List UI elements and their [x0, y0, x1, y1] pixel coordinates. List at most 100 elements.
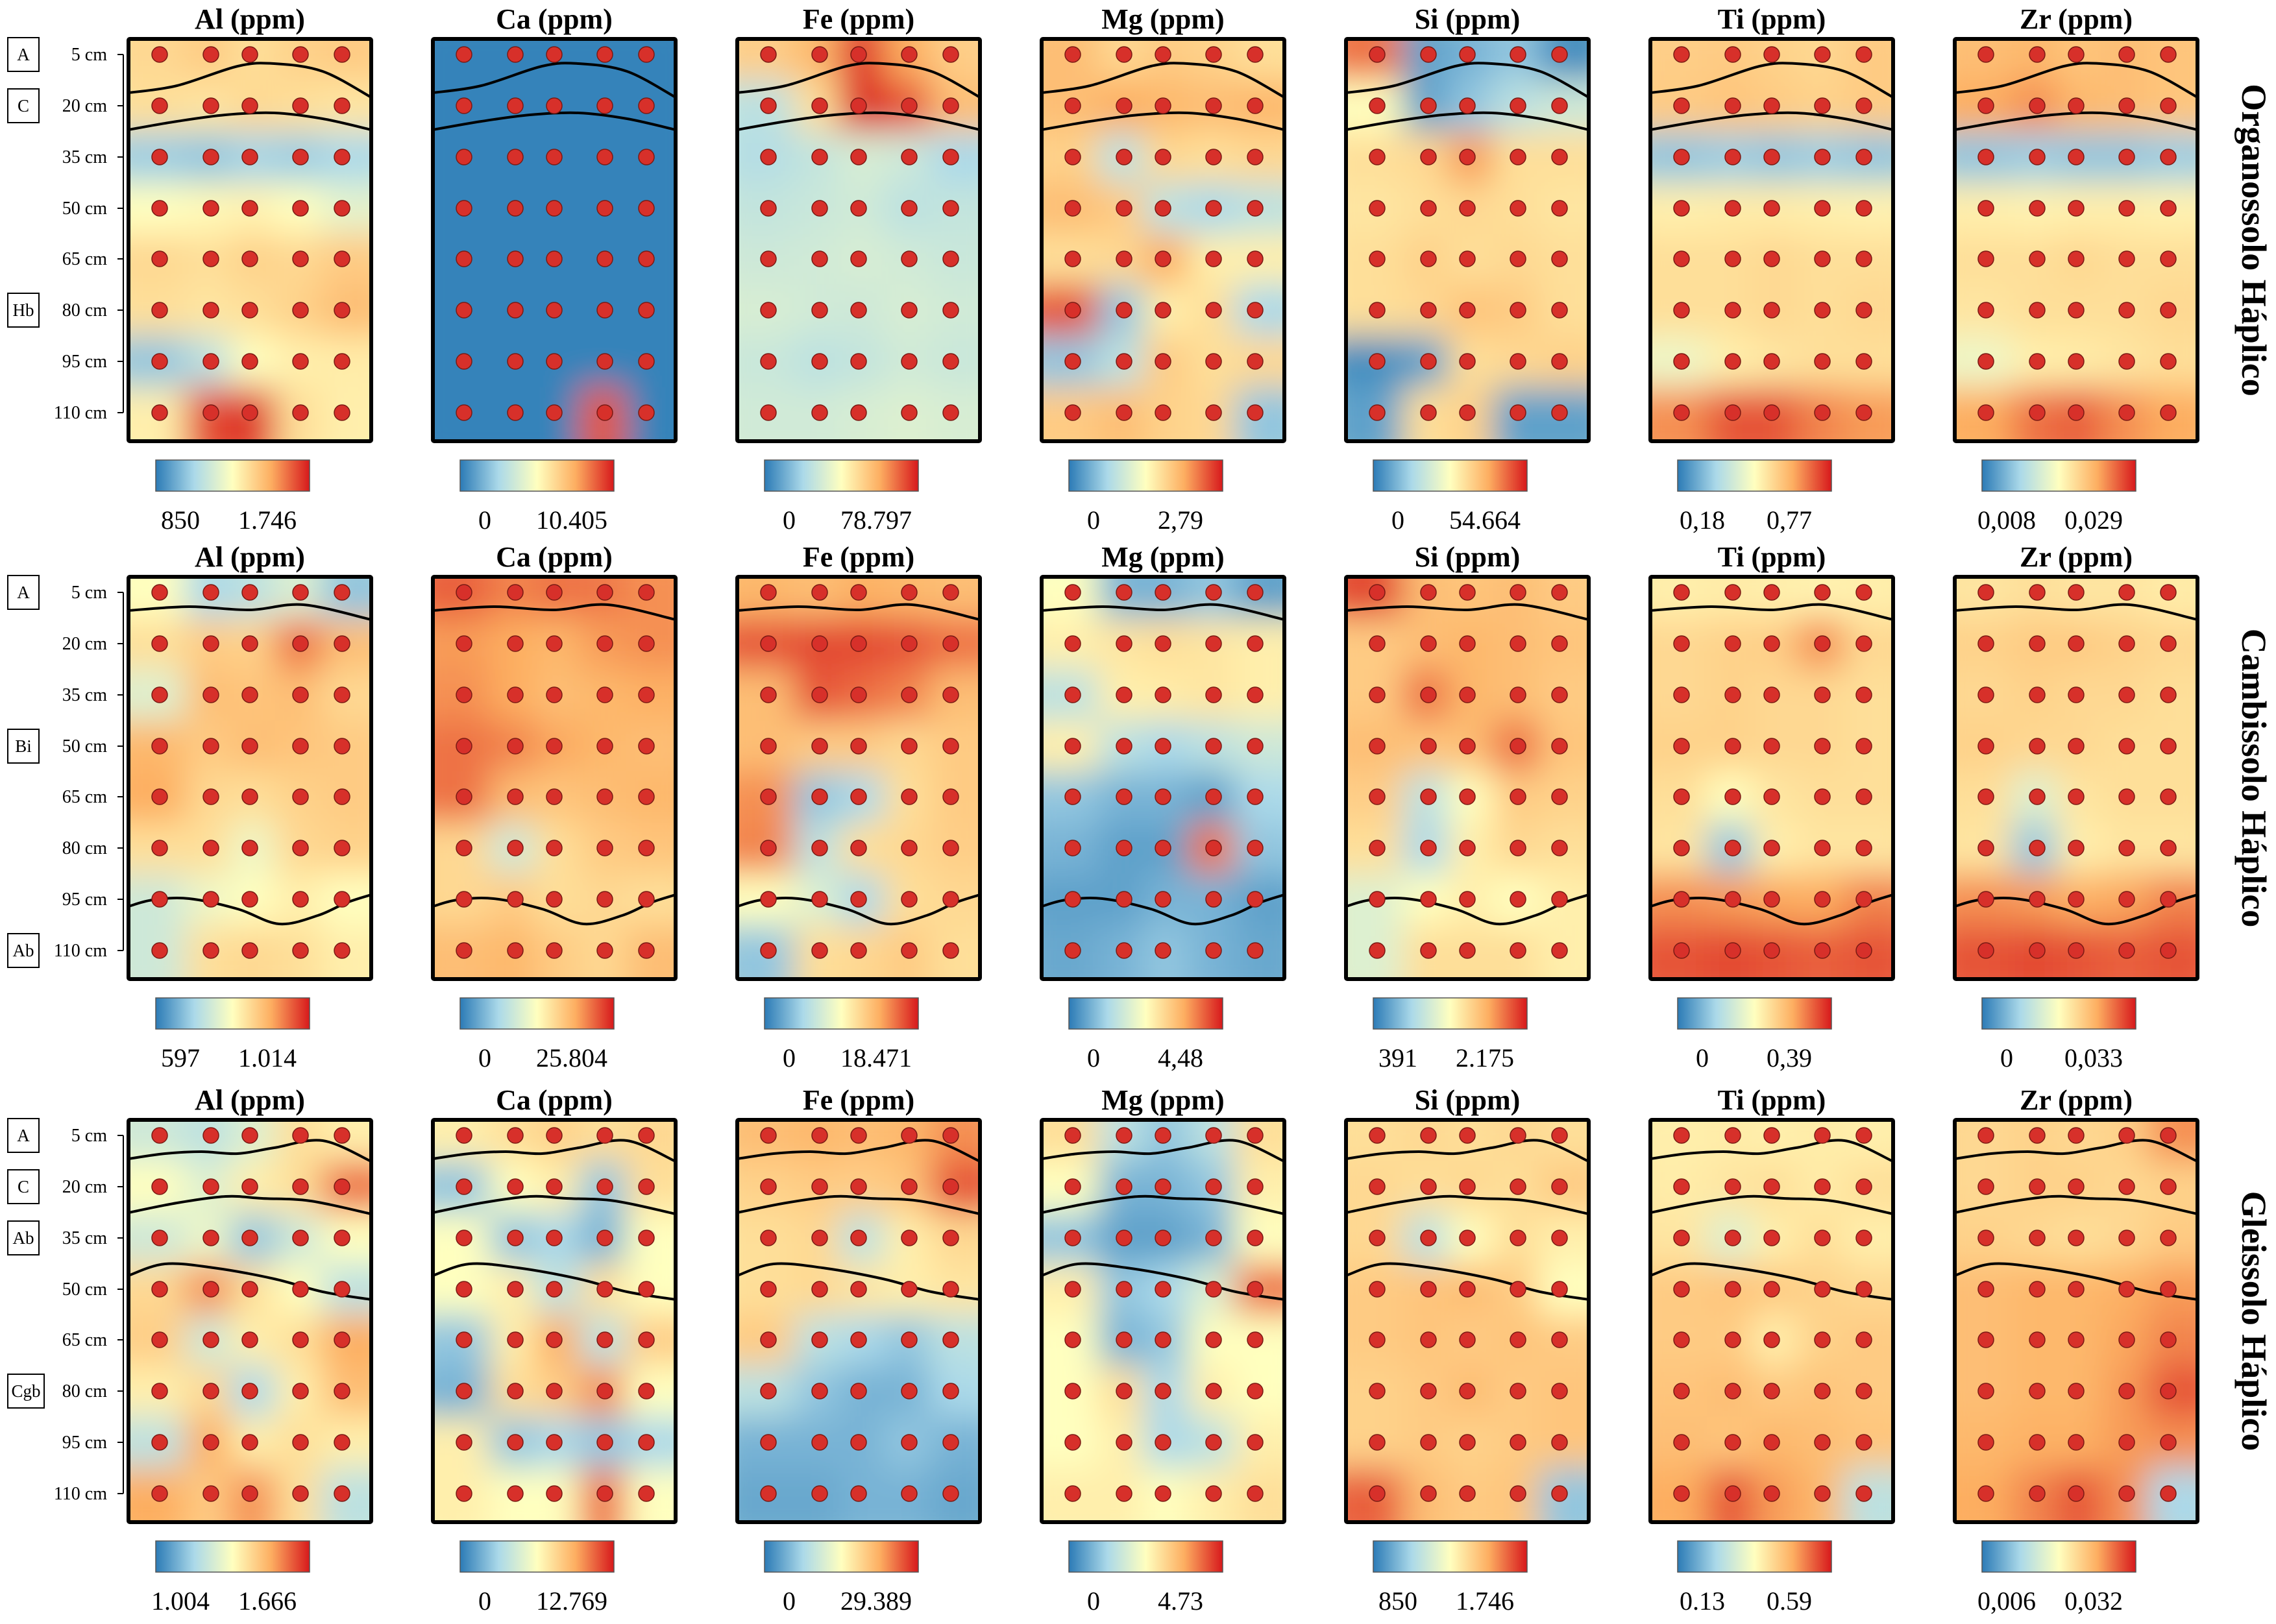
- heatmap-cell: [1042, 1212, 1099, 1265]
- heatmap-cell: [1650, 1263, 1708, 1315]
- sample-point: [1459, 149, 1476, 165]
- heatmap-cell: [433, 1161, 491, 1213]
- sample-point: [2160, 942, 2177, 959]
- colorbar: [764, 1540, 919, 1573]
- horizon-box: [7, 1169, 40, 1204]
- sample-point: [2029, 1127, 2046, 1144]
- colorbar-min-label: 850: [161, 505, 200, 535]
- horizon-boundary: [1650, 603, 1893, 621]
- depth-label: 65 cm: [62, 1330, 107, 1350]
- heatmap-cell: [626, 1263, 676, 1315]
- horizon-label: Ab: [13, 941, 34, 960]
- sample-point: [811, 1281, 828, 1298]
- sample-point: [638, 584, 655, 601]
- sample-point: [1420, 942, 1437, 959]
- sample-point: [334, 840, 350, 856]
- sample-point: [1510, 302, 1526, 319]
- horizon-boundary: [1955, 1139, 2197, 1163]
- sample-point: [292, 840, 309, 856]
- panel-title: Ca (ppm): [496, 1084, 613, 1116]
- sample-point: [1064, 1281, 1081, 1298]
- sample-point: [1369, 97, 1386, 114]
- sample-point: [1724, 1127, 1741, 1144]
- heatmap-cell: [321, 131, 371, 184]
- heatmap-cells: [1650, 39, 1893, 441]
- sample-point: [2029, 1434, 2046, 1451]
- sample-point: [202, 635, 219, 652]
- sample-point: [202, 942, 219, 959]
- heatmap-cell: [930, 618, 980, 670]
- heatmap-cell: [2057, 1468, 2102, 1522]
- sample-point: [638, 1434, 655, 1451]
- sample-point: [596, 686, 613, 703]
- panel-title: Ca (ppm): [496, 3, 613, 35]
- sample-point: [850, 1485, 867, 1502]
- sample-point: [1551, 1485, 1568, 1502]
- sample-point: [202, 738, 219, 755]
- colorbar-max-label: 4.73: [1158, 1586, 1203, 1616]
- sample-point: [1977, 635, 1994, 652]
- sample-point: [1247, 302, 1264, 319]
- sample-point: [292, 1485, 309, 1502]
- sample-point: [1977, 1383, 1994, 1400]
- sample-point: [596, 46, 613, 63]
- heatmap-cell: [930, 1365, 980, 1418]
- sample-point: [1855, 46, 1872, 63]
- sample-point: [1814, 1331, 1831, 1348]
- sample-point: [1855, 97, 1872, 114]
- sample-point: [151, 1331, 168, 1348]
- sample-point: [2160, 891, 2177, 908]
- sample-point: [1155, 302, 1171, 319]
- sample-point: [546, 1178, 563, 1195]
- sample-point: [942, 686, 959, 703]
- sample-point: [1673, 1127, 1690, 1144]
- sample-point: [1369, 1331, 1386, 1348]
- sample-point: [1064, 1230, 1081, 1246]
- sample-point: [507, 46, 524, 63]
- sample-point: [456, 97, 472, 114]
- sample-point: [1369, 302, 1386, 319]
- sample-point: [456, 1178, 472, 1195]
- sample-point: [760, 584, 777, 601]
- sample-point: [850, 942, 867, 959]
- sample-point: [901, 840, 918, 856]
- sample-point: [1116, 584, 1132, 601]
- heatmap-cell: [1042, 822, 1099, 875]
- colorbar: [459, 997, 615, 1030]
- sample-point: [241, 788, 258, 805]
- sample-point: [1064, 584, 1081, 601]
- horizon-box: [7, 37, 40, 72]
- colorbar: [1068, 459, 1223, 492]
- heatmap-cell: [1650, 1212, 1708, 1265]
- sample-point: [1977, 788, 1994, 805]
- heatmap-cell: [1234, 925, 1284, 979]
- heatmap-cells: [433, 39, 676, 441]
- sample-point: [1763, 840, 1780, 856]
- heatmap-cell: [185, 1468, 231, 1522]
- sample-point: [901, 250, 918, 267]
- sample-point: [546, 353, 563, 370]
- heatmap-cell: [930, 1120, 980, 1162]
- heatmap-cell: [737, 669, 795, 721]
- colorbar-max-label: 0,029: [2064, 505, 2123, 535]
- heatmap-cell: [1346, 1212, 1404, 1265]
- heatmap-cell: [433, 335, 491, 388]
- sample-point: [1205, 1434, 1222, 1451]
- panel-frame: [735, 1118, 982, 1524]
- sample-point: [1510, 353, 1526, 370]
- sample-point: [1247, 200, 1264, 217]
- panel-title: Al (ppm): [195, 3, 305, 35]
- sample-point: [1855, 788, 1872, 805]
- sample-point: [151, 738, 168, 755]
- heatmap-cell: [535, 387, 580, 441]
- heatmap-cell: [1042, 1120, 1099, 1162]
- sample-point: [2068, 1178, 2085, 1195]
- panel-frame: [1040, 1118, 1286, 1524]
- sample-point: [1420, 1383, 1437, 1400]
- sample-point: [456, 1434, 472, 1451]
- sample-point: [2118, 1383, 2135, 1400]
- sample-point: [1247, 891, 1264, 908]
- horizon-box: [7, 88, 40, 123]
- sample-point: [1155, 149, 1171, 165]
- sample-point: [811, 788, 828, 805]
